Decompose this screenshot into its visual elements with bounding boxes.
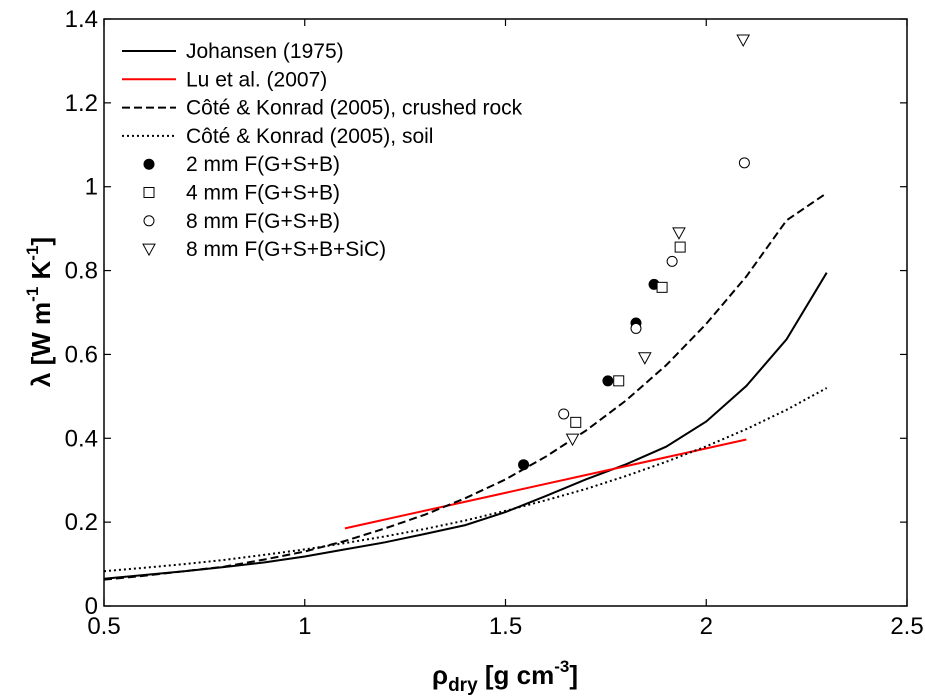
y-axis-title-base: λ [W m bbox=[26, 302, 56, 387]
series-line-lu-et-al-2007 bbox=[344, 438, 747, 530]
y-tick-label: 1.4 bbox=[65, 6, 98, 33]
legend-label-lu-et-al-2007: Lu et al. (2007) bbox=[186, 68, 327, 91]
data-point-4-mm-f-g-s-b bbox=[656, 281, 668, 293]
x-axis-title-sub: dry bbox=[448, 675, 478, 696]
ticks-layer: 0.5 1 1.5 2 2.5 0 0.2 0.4 0.6 0.8 1 1.2 1.4 bbox=[65, 6, 924, 640]
series-line-c-t-konrad-2005-soil bbox=[103, 387, 828, 573]
y-tick-label: 0 bbox=[85, 593, 98, 620]
data-point-2-mm-f-g-s-b bbox=[518, 459, 530, 471]
x-axis-title-base: ρ bbox=[432, 660, 448, 690]
legend-label-8-mm-f-g-s-b-sic: 8 mm F(G+S+B+SiC) bbox=[186, 238, 386, 261]
data-point-8-mm-f-g-s-b bbox=[558, 408, 570, 420]
y-tick-label: 1 bbox=[85, 174, 98, 201]
x-tick-label: 1.5 bbox=[489, 613, 522, 640]
y-tick-label: 0.8 bbox=[65, 258, 98, 285]
series-layer bbox=[103, 34, 828, 581]
x-axis-title: ρdry [g cm-3] bbox=[432, 657, 578, 696]
legend-label-c-t-konrad-2005-soil: Côté & Konrad (2005), soil bbox=[186, 125, 433, 148]
data-point-8-mm-f-g-s-b-sic bbox=[736, 34, 751, 48]
data-point-4-mm-f-g-s-b bbox=[674, 241, 686, 253]
data-point-8-mm-f-g-s-b bbox=[738, 157, 750, 169]
y-axis-title-sup2: -1 bbox=[23, 246, 42, 261]
series-line-c-t-konrad-2005-crushed-rock bbox=[103, 192, 828, 581]
y-tick-label: 0.2 bbox=[65, 509, 98, 536]
y-axis-title-end: ] bbox=[26, 237, 56, 246]
x-axis-title-sup: -3 bbox=[554, 657, 569, 676]
legend: Johansen (1975) Lu et al. (2007) Côté & Ko… bbox=[122, 40, 523, 261]
x-axis-title-end: ] bbox=[569, 660, 578, 690]
data-point-8-mm-f-g-s-b bbox=[630, 322, 642, 334]
legend-swatch-4-mm-f-g-s-b bbox=[143, 187, 155, 198]
legend-swatch-8-mm-f-g-s-b bbox=[143, 215, 155, 227]
y-axis-title-mid: K bbox=[26, 260, 56, 286]
data-point-4-mm-f-g-s-b bbox=[613, 375, 625, 387]
x-tick-label: 1 bbox=[298, 613, 311, 640]
y-tick-label: 1.2 bbox=[65, 90, 98, 117]
x-tick-label: 2 bbox=[700, 613, 713, 640]
y-tick-label: 0.4 bbox=[65, 425, 98, 452]
legend-label-johansen-1975: Johansen (1975) bbox=[186, 40, 344, 63]
legend-label-2-mm-f-g-s-b: 2 mm F(G+S+B) bbox=[186, 153, 340, 176]
data-point-8-mm-f-g-s-b bbox=[666, 255, 678, 267]
data-point-8-mm-f-g-s-b-sic bbox=[637, 352, 652, 365]
x-tick-label: 2.5 bbox=[890, 613, 923, 640]
y-tick-label: 0.6 bbox=[65, 341, 98, 368]
data-point-2-mm-f-g-s-b bbox=[602, 375, 614, 387]
legend-label-4-mm-f-g-s-b: 4 mm F(G+S+B) bbox=[186, 182, 340, 205]
y-axis-title: λ [W m-1 K-1] bbox=[23, 237, 56, 387]
data-point-8-mm-f-g-s-b-sic bbox=[565, 433, 580, 447]
data-point-4-mm-f-g-s-b bbox=[570, 416, 582, 428]
x-tick-label: 0.5 bbox=[87, 613, 120, 640]
data-point-8-mm-f-g-s-b-sic bbox=[672, 227, 686, 240]
x-axis-title-rest: [g cm bbox=[478, 660, 555, 690]
legend-swatch-8-mm-f-g-s-b-sic bbox=[142, 243, 156, 257]
plot-area bbox=[103, 18, 908, 607]
legend-swatch-2-mm-f-g-s-b bbox=[143, 158, 155, 170]
y-axis-title-sup1: -1 bbox=[23, 287, 42, 302]
legend-label-8-mm-f-g-s-b: 8 mm F(G+S+B) bbox=[186, 210, 340, 233]
legend-label-c-t-konrad-2005-crushed-rock: Côté & Konrad (2005), crushed rock bbox=[186, 97, 523, 120]
